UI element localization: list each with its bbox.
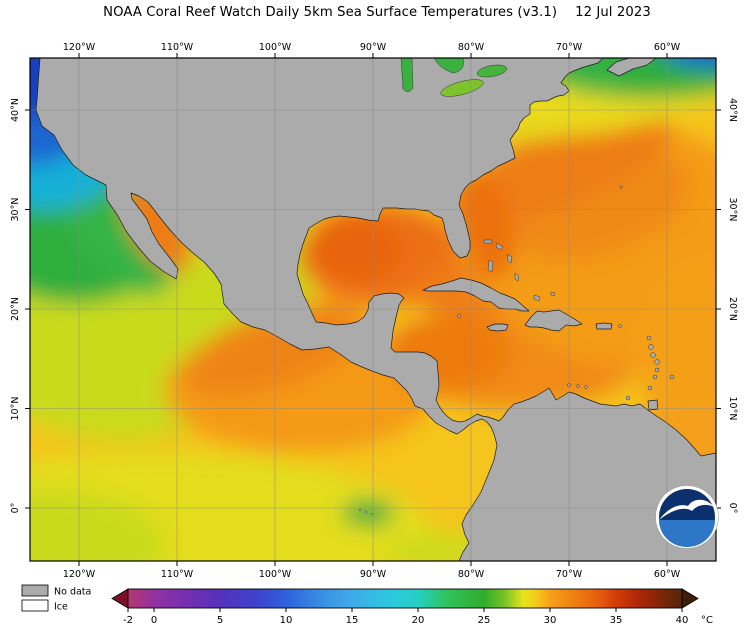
colorbar-tick-label: 15	[346, 615, 359, 626]
noaa-logo	[655, 485, 719, 549]
lon-tick-label: 60°W	[654, 569, 681, 580]
lat-tick-label: 20°N	[10, 297, 21, 321]
colorbar-tick-label: 30	[544, 615, 557, 626]
lon-tick-label: 70°W	[556, 569, 583, 580]
axis-ticks	[25, 53, 721, 566]
colorbar-tick-label: 20	[412, 615, 425, 626]
lat-tick-label: 40°N	[10, 98, 21, 122]
nova-scotia	[606, 58, 657, 77]
grid-lines	[30, 58, 716, 561]
colorbar-tick-label: 10	[280, 615, 293, 626]
colorbar-gradient	[127, 588, 683, 609]
lon-tick-label: 70°W	[556, 42, 583, 53]
lat-tick-label: 10°N	[10, 397, 21, 421]
lon-axis-bottom: 120°W 110°W 100°W 90°W 80°W 70°W 60°W	[63, 569, 681, 580]
title-bar: NOAA Coral Reef Watch Daily 5km Sea Surf…	[0, 5, 754, 20]
island-cuba	[422, 277, 530, 312]
colorbar-unit-label: °C	[701, 615, 713, 626]
lat-tick-label: 0°	[727, 503, 738, 514]
lon-tick-label: 80°W	[458, 42, 485, 53]
lon-tick-label: 120°W	[63, 42, 96, 53]
lon-tick-label: 90°W	[360, 42, 387, 53]
colorbar-ticks	[127, 608, 683, 612]
galapagos-islands	[358, 508, 374, 516]
ice-swatch	[21, 599, 49, 612]
lon-axis-top: 120°W 110°W 100°W 90°W 80°W 70°W 60°W	[63, 42, 681, 53]
land-layer	[35, 58, 716, 561]
colorbar-tick-label: -2	[123, 615, 133, 626]
great-lakes	[400, 58, 508, 97]
lon-tick-label: 90°W	[360, 569, 387, 580]
continent-americas	[35, 58, 716, 561]
logo-lower-half	[659, 520, 715, 547]
island-puerto-rico	[595, 322, 613, 330]
no-data-label: No data	[54, 587, 91, 598]
lon-tick-label: 80°W	[458, 569, 485, 580]
lat-tick-label: 30°N	[10, 198, 21, 222]
lat-tick-label: 10°N	[727, 397, 738, 421]
island-jamaica	[486, 323, 509, 332]
lat-axis-right: 40°N 30°N 20°N 10°N 0°	[727, 98, 738, 513]
lon-tick-label: 110°W	[161, 42, 194, 53]
lon-tick-label: 60°W	[654, 42, 681, 53]
lat-tick-label: 20°N	[727, 297, 738, 321]
lat-tick-label: 0°	[10, 503, 21, 514]
bahamas-islands	[483, 239, 556, 302]
colorbar: -2 0 5 10 15 20 25 30 35 40 °C	[111, 588, 713, 626]
lat-tick-label: 30°N	[727, 198, 738, 222]
ice-label: Ice	[54, 602, 68, 613]
lon-tick-label: 120°W	[63, 569, 96, 580]
no-data-swatch	[21, 584, 49, 597]
seagull-icon	[659, 499, 714, 520]
legend: No data Ice	[21, 584, 91, 613]
page-title: NOAA Coral Reef Watch Daily 5km Sea Surf…	[103, 5, 558, 20]
lon-tick-label: 110°W	[161, 569, 194, 580]
lon-tick-label: 100°W	[259, 42, 292, 53]
island-hispaniola	[524, 309, 583, 332]
date-label: 12 Jul 2023	[575, 5, 651, 20]
colorbar-left-arrow	[111, 588, 129, 609]
colorbar-tick-label: 25	[478, 615, 491, 626]
colorbar-tick-label: 5	[217, 615, 223, 626]
colorbar-right-arrow	[681, 588, 699, 609]
lat-axis-left: 40°N 30°N 20°N 10°N 0°	[10, 98, 21, 513]
colorbar-tick-label: 0	[151, 615, 157, 626]
lon-tick-label: 100°W	[259, 569, 292, 580]
colorbar-tick-label: 35	[610, 615, 623, 626]
island-trinidad	[647, 399, 659, 411]
colorbar-tick-label: 40	[676, 615, 689, 626]
lat-tick-label: 40°N	[727, 98, 738, 122]
